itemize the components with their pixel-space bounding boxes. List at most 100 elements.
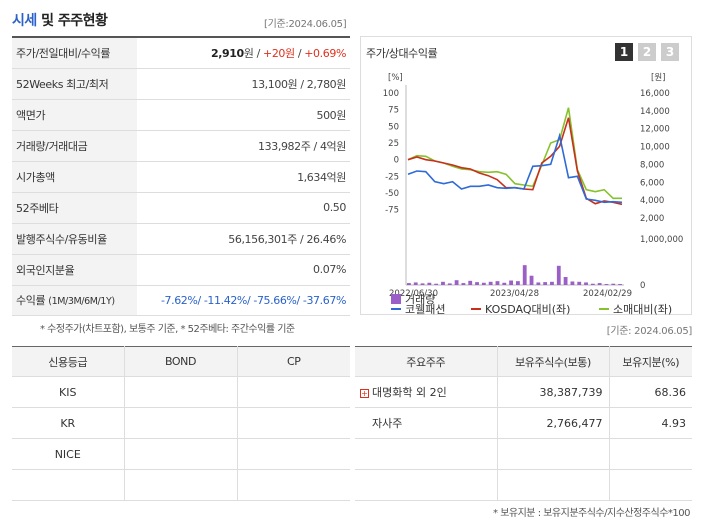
market-row: 거래량/거래대금 133,982주 / 4억원 [12, 130, 350, 162]
y-left-tick-label: 50 [388, 122, 399, 132]
volume-bar [495, 281, 500, 285]
footnote-market: * 수정주가(차트포함), 보통주 기준, * 52주베타: 주간수익률 기준 [40, 324, 295, 335]
expand-plus-icon[interactable]: + [360, 388, 369, 398]
market-row-label: 수익률 (1M/3M/6M/1Y) [12, 285, 137, 316]
volume-bar [475, 282, 479, 285]
y-left-tick-label: 100 [383, 89, 399, 99]
y-right-tick-label: 12,000 [640, 125, 670, 135]
market-label-period: (1M/3M/6M/1Y) [48, 296, 115, 307]
shareholder-percent [609, 438, 692, 470]
market-row-value: 500원 [137, 99, 350, 131]
section-title-sub: 및 주주현황 [41, 13, 108, 29]
market-row-value: 0.50 [137, 192, 350, 224]
credit-grade [124, 469, 238, 501]
volume-bar [468, 280, 473, 285]
market-label-text: 52Weeks 최고/최저 [16, 77, 109, 91]
volume-bar [536, 282, 541, 285]
shareholder-name-cell: 자사주 [355, 407, 498, 439]
market-value-part: 133,982주 / 4억원 [258, 139, 346, 153]
volume-bar [461, 283, 466, 285]
shareholder-row [355, 438, 692, 470]
section-title: 시세 및 주주현황 [12, 10, 108, 30]
right-axis-unit: [원] [651, 73, 665, 83]
credit-grade [124, 376, 238, 408]
legend-label: 코웰패션 [405, 303, 445, 316]
volume-tick-label: 1,000,000 [640, 235, 683, 245]
shareholder-percent: 4.93 [609, 407, 692, 439]
shareholder-name-cell [355, 438, 498, 470]
credit-grade [237, 469, 350, 501]
volume-bar [434, 283, 439, 285]
market-row-label: 주가/전일대비/수익률 [12, 37, 137, 69]
volume-bar [597, 283, 602, 285]
volume-bar [509, 280, 513, 285]
y-left-tick-label: 25 [388, 139, 399, 149]
volume-bar [590, 283, 595, 285]
credit-agency: KR [12, 407, 125, 439]
credit-agency: KIS [12, 376, 125, 408]
market-label-text: 시가총액 [16, 170, 55, 184]
y-right-tick-label: 10,000 [640, 143, 670, 153]
volume-bar [618, 284, 622, 285]
chart-button-3[interactable]: 3 [661, 43, 679, 61]
volume-bar [584, 282, 588, 285]
chart-button-1[interactable]: 1 [615, 43, 633, 61]
volume-bar [604, 284, 609, 285]
market-row: 52Weeks 최고/최저 13,100원 / 2,780원 [12, 68, 350, 100]
volume-bar [502, 282, 507, 285]
market-row-label: 발행주식수/유동비율 [12, 223, 137, 255]
y-left-tick-label: -25 [385, 172, 399, 182]
shareholder-row: + 대명화학 외 2인 38,387,739 68.36 [355, 376, 692, 408]
market-row: 52주베타 0.50 [12, 192, 350, 224]
y-right-tick-label: 14,000 [640, 107, 670, 117]
left-axis-unit: [%] [388, 73, 403, 83]
market-value-part: 0.50 [323, 201, 346, 214]
market-row-value: 1,634억원 [137, 161, 350, 193]
market-value-part: 0.07% [313, 263, 346, 276]
market-value-part: / [294, 46, 305, 60]
shareholder-shares [497, 469, 610, 501]
chart-title: 주가/상대수익률 [366, 47, 438, 60]
volume-bar [556, 265, 561, 285]
chart-period-buttons: 1 2 3 [615, 43, 679, 61]
volume-bar [570, 281, 575, 285]
shareholder-name-cell[interactable]: + 대명화학 외 2인 [355, 376, 498, 408]
volume-bar [611, 283, 616, 285]
market-value-part: 원 / [243, 46, 263, 60]
y-left-tick-label: 75 [388, 106, 399, 116]
shareholder-row [355, 469, 692, 501]
market-label-text: 액면가 [16, 108, 46, 122]
credit-row: NICE [12, 438, 350, 470]
credit-agency [12, 469, 125, 501]
legend-volume-label: 거래량 [405, 293, 436, 306]
market-value-part: 1,634억원 [297, 170, 346, 184]
market-value-part: 56,156,301주 / 26.46% [228, 232, 346, 246]
market-label-text: 52주베타 [16, 201, 59, 215]
volume-bar [522, 265, 527, 285]
chart-button-2[interactable]: 2 [638, 43, 656, 61]
volume-bar [488, 281, 493, 285]
shareholder-row: 자사주 2,766,477 4.93 [355, 407, 692, 439]
legend-volume: 거래량 [391, 291, 435, 307]
y-left-tick-label: -50 [385, 189, 399, 199]
market-row: 주가/전일대비/수익률 2,910원 / +20원 / +0.69% [12, 37, 350, 69]
credit-header: 신용등급 [12, 346, 125, 377]
market-row: 수익률 (1M/3M/6M/1Y) -7.62%/ -11.42%/ -75.66… [12, 285, 350, 316]
market-row-label: 52주베타 [12, 192, 137, 224]
market-value-part: 500원 [316, 108, 346, 122]
credit-header: CP [237, 346, 350, 377]
footnote-holders: * 보유지분 : 보유지분주식수/지수산정주식수*100 [493, 508, 690, 519]
market-value-part: -7.62%/ -11.42%/ -75.66%/ -37.67% [160, 293, 346, 307]
credit-row: KR [12, 407, 350, 439]
volume-bar [420, 283, 425, 285]
market-row-value: 133,982주 / 4억원 [137, 130, 350, 162]
y-right-tick-label: 8,000 [640, 160, 664, 170]
x-tick-label: 2022/06/30 [389, 289, 438, 299]
series-line [407, 107, 622, 200]
holders-header: 보유주식수(보통) [497, 346, 610, 377]
price-chart: [%] [원] 100 75 50 25 0 -25 -50 -75 16,000 14,000 12,… [383, 73, 684, 316]
section-title-main: 시세 [12, 13, 37, 29]
y-left-tick-label: -75 [385, 206, 399, 216]
y-right-tick-label: 2,000 [640, 214, 664, 224]
legend-label: KOSDAQ대비(좌) [485, 303, 570, 316]
